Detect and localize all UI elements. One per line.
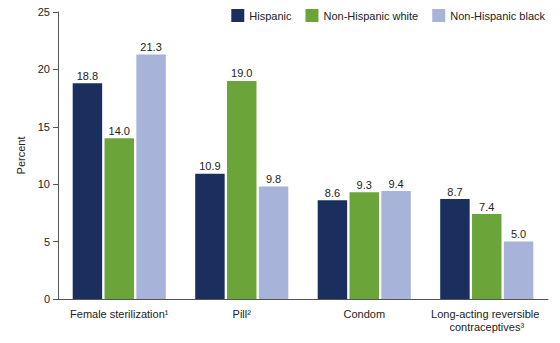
- svg-text:14.0: 14.0: [109, 125, 130, 137]
- svg-text:15: 15: [38, 121, 50, 133]
- svg-text:Hispanic: Hispanic: [249, 10, 292, 22]
- svg-text:Long-acting reversible: Long-acting reversible: [431, 308, 542, 320]
- svg-text:contraceptives³: contraceptives³: [449, 321, 524, 333]
- svg-text:18.8: 18.8: [77, 70, 98, 82]
- svg-text:9.4: 9.4: [388, 178, 403, 190]
- svg-text:Condom: Condom: [343, 308, 385, 320]
- svg-text:21.3: 21.3: [140, 41, 161, 53]
- svg-text:Non-Hispanic white: Non-Hispanic white: [323, 10, 418, 22]
- svg-text:7.4: 7.4: [479, 201, 494, 213]
- svg-text:19.0: 19.0: [231, 67, 252, 79]
- svg-text:Female sterilization¹: Female sterilization¹: [70, 308, 169, 320]
- svg-text:10.9: 10.9: [199, 160, 220, 172]
- svg-text:8.6: 8.6: [325, 187, 340, 199]
- svg-text:5.0: 5.0: [511, 228, 526, 240]
- svg-text:20: 20: [38, 63, 50, 75]
- svg-text:Pill²: Pill²: [233, 308, 252, 320]
- svg-text:Percent: Percent: [15, 137, 27, 175]
- svg-text:8.7: 8.7: [447, 186, 462, 198]
- svg-text:9.8: 9.8: [266, 173, 281, 185]
- svg-text:25: 25: [38, 6, 50, 18]
- svg-text:5: 5: [44, 236, 50, 248]
- svg-text:10: 10: [38, 178, 50, 190]
- svg-text:0: 0: [44, 293, 50, 305]
- svg-text:9.3: 9.3: [357, 179, 372, 191]
- svg-text:Non-Hispanic black: Non-Hispanic black: [450, 10, 545, 22]
